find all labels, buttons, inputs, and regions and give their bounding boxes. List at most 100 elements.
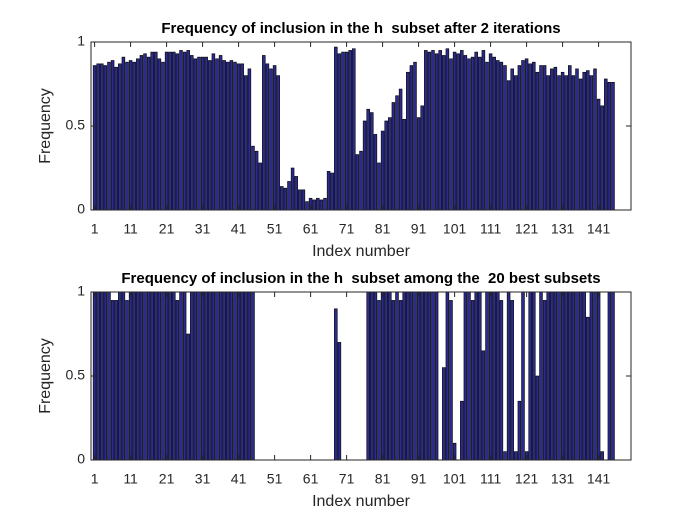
bar bbox=[175, 53, 180, 211]
x-tick-label: 141 bbox=[587, 221, 611, 237]
y-tick-label: 1 bbox=[77, 283, 85, 299]
bar bbox=[211, 53, 216, 211]
bar bbox=[514, 75, 518, 211]
y-tick-label: 1 bbox=[77, 33, 85, 49]
bar bbox=[568, 65, 572, 211]
bar bbox=[136, 58, 140, 211]
bar bbox=[226, 61, 230, 211]
bar bbox=[359, 150, 363, 211]
bar bbox=[445, 48, 450, 211]
bar bbox=[420, 291, 424, 461]
bar bbox=[154, 291, 158, 461]
bar bbox=[578, 78, 583, 211]
bar bbox=[600, 105, 604, 211]
bar bbox=[395, 95, 399, 211]
x-tick-label: 111 bbox=[480, 471, 501, 487]
bar bbox=[262, 55, 266, 211]
x-tick-label: 91 bbox=[411, 471, 427, 487]
bar bbox=[488, 53, 493, 211]
chart-title: Frequency of inclusion in the h subset a… bbox=[121, 270, 600, 287]
bar bbox=[564, 75, 568, 211]
x-tick-label: 101 bbox=[443, 221, 467, 237]
y-axis-label: Frequency bbox=[37, 88, 54, 164]
bar bbox=[204, 56, 208, 211]
bar bbox=[337, 53, 342, 211]
bar bbox=[247, 68, 252, 211]
bar bbox=[190, 291, 194, 461]
bar bbox=[107, 61, 111, 211]
bar bbox=[474, 51, 478, 211]
x-tick-label: 121 bbox=[515, 471, 539, 487]
bar bbox=[272, 65, 277, 211]
bar bbox=[388, 117, 392, 211]
bar bbox=[557, 291, 561, 461]
bar bbox=[161, 61, 165, 211]
bar bbox=[460, 400, 464, 461]
bar bbox=[298, 189, 302, 211]
bar bbox=[164, 51, 169, 211]
bar bbox=[467, 291, 471, 461]
x-tick-label: 31 bbox=[195, 471, 211, 487]
bar bbox=[366, 291, 370, 461]
bar bbox=[218, 291, 223, 461]
bar bbox=[146, 291, 151, 461]
bar bbox=[355, 154, 360, 211]
bar bbox=[434, 53, 439, 211]
bar bbox=[402, 118, 406, 211]
bar bbox=[161, 291, 165, 461]
bar bbox=[470, 56, 475, 211]
bar bbox=[233, 291, 237, 461]
bar bbox=[506, 291, 511, 461]
bar bbox=[424, 291, 428, 461]
bar bbox=[575, 291, 579, 461]
bar bbox=[114, 66, 118, 211]
bar bbox=[496, 60, 500, 211]
bar bbox=[103, 291, 108, 461]
bar bbox=[125, 61, 129, 211]
bar bbox=[179, 50, 183, 211]
bar bbox=[236, 291, 241, 461]
bar bbox=[240, 63, 244, 211]
bar bbox=[445, 291, 450, 461]
bar bbox=[344, 51, 349, 211]
bar bbox=[208, 60, 212, 211]
bar bbox=[427, 291, 432, 461]
bar bbox=[136, 291, 140, 461]
x-tick-label: 71 bbox=[339, 471, 355, 487]
bar bbox=[528, 63, 532, 211]
bar bbox=[546, 75, 550, 211]
bar bbox=[532, 291, 536, 461]
bar bbox=[528, 291, 532, 461]
x-tick-label: 91 bbox=[411, 221, 427, 237]
bar bbox=[452, 51, 457, 211]
x-tick-label: 51 bbox=[267, 471, 283, 487]
y-tick-label: 0 bbox=[77, 201, 85, 217]
bar bbox=[449, 58, 453, 211]
bar bbox=[492, 291, 496, 461]
bar bbox=[254, 150, 259, 211]
bar bbox=[247, 291, 252, 461]
bar bbox=[330, 172, 334, 211]
bar bbox=[391, 300, 396, 461]
bar bbox=[139, 55, 144, 211]
bar bbox=[110, 60, 115, 211]
bar bbox=[200, 291, 205, 461]
bar bbox=[312, 199, 316, 211]
chart-title: Frequency of inclusion in the h subset a… bbox=[161, 20, 560, 37]
bar bbox=[409, 291, 414, 461]
bar bbox=[478, 56, 482, 211]
bar bbox=[280, 186, 284, 211]
bar bbox=[208, 291, 212, 461]
bar bbox=[521, 60, 525, 211]
x-tick-label: 41 bbox=[231, 221, 247, 237]
x-tick-label: 21 bbox=[159, 221, 175, 237]
bar bbox=[431, 291, 435, 461]
bar bbox=[114, 300, 118, 461]
bar bbox=[442, 367, 446, 461]
bar bbox=[553, 291, 558, 461]
bar bbox=[283, 187, 288, 211]
bar bbox=[229, 60, 234, 211]
bar bbox=[190, 55, 194, 211]
bar bbox=[362, 120, 367, 211]
bar bbox=[204, 291, 208, 461]
